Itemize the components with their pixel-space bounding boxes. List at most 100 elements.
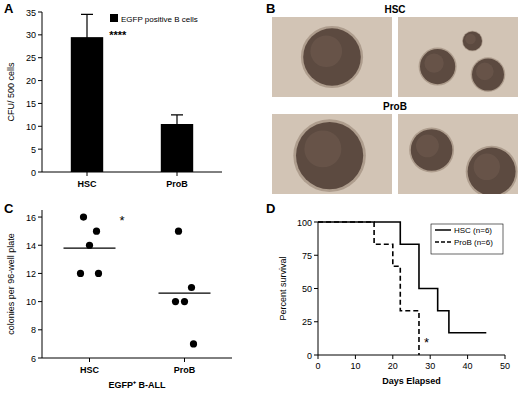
point	[77, 270, 84, 277]
x-tick-label: ProB	[174, 365, 196, 375]
legend-swatch	[435, 229, 451, 231]
panel-images: BHSCProB	[266, 1, 518, 198]
micrograph	[272, 114, 392, 194]
x-tick-label: 50	[500, 361, 510, 371]
panel-label: C	[4, 201, 14, 216]
y-tick	[38, 273, 42, 274]
y-tick	[38, 57, 42, 58]
y-axis	[42, 12, 43, 172]
legend-label: EGFP positive B cells	[121, 15, 198, 24]
y-tick	[314, 255, 318, 256]
y-tick	[38, 329, 42, 330]
legend-label: HSC (n=6)	[454, 226, 492, 235]
y-axis	[42, 210, 43, 358]
x-tick-label: HSC	[80, 365, 100, 375]
y-tick	[314, 288, 318, 289]
point	[190, 340, 197, 347]
y-axis-label: Percent survival	[278, 256, 288, 320]
annotation: ****	[109, 29, 127, 41]
y-tick-label: 25	[302, 317, 312, 327]
x-tick	[505, 355, 506, 359]
point	[95, 270, 102, 277]
y-tick-label: 30	[26, 30, 36, 40]
panel-label: A	[4, 1, 14, 16]
panel-bar: A05101520253035CFU/ 500 cellsHSCProBEGFP…	[4, 1, 222, 189]
y-tick	[38, 126, 42, 127]
colony	[472, 59, 504, 91]
image-label: ProB	[383, 101, 407, 112]
point	[172, 298, 179, 305]
image-shade	[272, 114, 392, 194]
y-tick	[314, 321, 318, 322]
y-tick-label: 6	[31, 354, 36, 364]
colony	[296, 122, 363, 189]
colony-halo	[293, 119, 366, 192]
colony-core	[476, 63, 494, 81]
point	[93, 228, 100, 235]
y-tick-label: 15	[26, 99, 36, 109]
x-axis-label: Days Elapsed	[382, 376, 441, 386]
y-axis-label: CFU/ 500 cells	[6, 62, 16, 122]
colony-core	[310, 35, 342, 67]
y-tick	[38, 217, 42, 218]
y-axis-label: colonies per 96-well plate	[6, 233, 16, 335]
x-axis	[42, 358, 232, 359]
y-tick-label: 5	[31, 145, 36, 155]
point	[188, 284, 195, 291]
y-tick	[314, 355, 318, 356]
image-shade	[272, 17, 392, 97]
y-tick	[38, 149, 42, 150]
y-tick-label: 14	[26, 241, 36, 251]
annotation: *	[424, 335, 429, 350]
point	[175, 228, 182, 235]
image-background	[272, 17, 392, 97]
y-tick-label: 16	[26, 213, 36, 223]
x-tick-label: HSC	[77, 179, 97, 189]
x-tick	[177, 172, 178, 176]
x-tick-label: ProB	[166, 179, 188, 189]
legend-swatch	[110, 14, 118, 22]
micrograph	[398, 17, 518, 97]
y-tick-label: 10	[26, 122, 36, 132]
x-tick-label: 40	[463, 361, 473, 371]
survival-line	[318, 222, 419, 355]
colony-core	[474, 154, 500, 180]
micrograph	[272, 17, 392, 97]
y-tick	[38, 103, 42, 104]
colony-halo	[466, 146, 518, 194]
image-label: HSC	[384, 4, 405, 15]
y-tick	[38, 172, 42, 173]
colony-core	[465, 34, 476, 45]
colony-core	[424, 53, 443, 72]
colony	[420, 49, 455, 84]
y-tick-label: 75	[302, 251, 312, 261]
colony-halo	[301, 26, 363, 88]
x-tick	[184, 358, 185, 362]
x-tick	[87, 172, 88, 176]
error-bar	[171, 115, 183, 133]
image-background	[272, 114, 392, 194]
colony	[303, 28, 361, 86]
y-tick-label: 100	[297, 218, 312, 228]
figure: A05101520253035CFU/ 500 cellsHSCProBEGFP…	[0, 0, 520, 397]
y-tick	[38, 301, 42, 302]
mean-line	[159, 293, 211, 294]
panel-survival: D025507510001020304050Percent survivalDa…	[266, 201, 510, 386]
x-tick	[430, 355, 431, 359]
colony-halo	[409, 128, 454, 173]
x-axis	[42, 172, 222, 173]
point	[80, 213, 87, 220]
y-tick	[38, 80, 42, 81]
colony-halo	[471, 57, 506, 92]
x-axis	[318, 355, 505, 356]
point	[181, 298, 188, 305]
colony-halo	[419, 48, 457, 86]
y-tick-label: 50	[302, 284, 312, 294]
y-tick	[38, 34, 42, 35]
x-tick	[467, 355, 468, 359]
y-tick	[38, 12, 42, 13]
error-bar	[81, 14, 93, 60]
panel-label: D	[266, 201, 275, 216]
y-tick-label: 0	[31, 168, 36, 178]
x-tick-label: 20	[388, 361, 398, 371]
